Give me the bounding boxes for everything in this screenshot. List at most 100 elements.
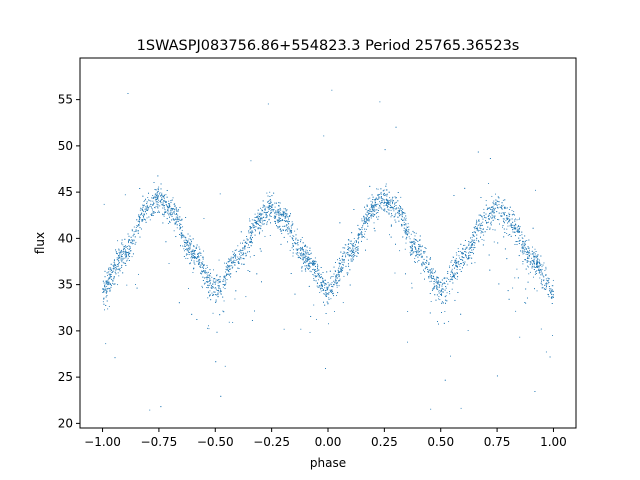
data-point <box>485 217 487 219</box>
data-point <box>416 253 418 255</box>
data-point <box>355 244 356 246</box>
data-point <box>237 245 239 247</box>
data-point <box>209 279 210 281</box>
data-point <box>108 278 110 280</box>
data-point <box>243 252 245 254</box>
data-point <box>320 267 322 268</box>
data-point <box>479 223 481 225</box>
data-point <box>544 269 546 271</box>
data-point <box>233 261 235 263</box>
data-point <box>162 213 164 215</box>
data-point <box>150 206 152 208</box>
data-point <box>116 257 118 259</box>
data-point <box>526 248 528 250</box>
data-point <box>282 219 284 221</box>
data-point <box>138 273 139 275</box>
data-point <box>431 289 433 291</box>
data-point <box>528 255 530 257</box>
data-point <box>491 217 493 219</box>
data-point <box>337 273 339 275</box>
data-point <box>313 261 315 263</box>
data-point <box>186 244 188 246</box>
data-point <box>286 214 288 216</box>
data-point <box>259 213 260 215</box>
data-point <box>516 219 518 221</box>
data-point <box>177 214 179 216</box>
data-point <box>161 197 162 199</box>
data-point <box>264 212 266 213</box>
data-point <box>156 201 158 203</box>
data-point <box>119 253 121 255</box>
data-point <box>207 297 209 299</box>
data-point <box>203 283 205 285</box>
data-point <box>532 246 533 248</box>
data-point <box>347 246 349 248</box>
data-point <box>199 248 201 250</box>
data-point <box>430 301 432 302</box>
data-point <box>529 252 531 254</box>
data-point <box>249 242 251 243</box>
data-point <box>426 260 428 262</box>
data-point <box>522 261 524 262</box>
data-point <box>154 199 156 201</box>
data-point <box>105 304 107 306</box>
data-point <box>365 219 367 221</box>
data-point <box>121 239 123 241</box>
data-point <box>322 281 324 283</box>
data-point <box>322 272 324 273</box>
data-point <box>455 265 457 267</box>
data-point <box>367 225 369 227</box>
data-point <box>265 213 267 215</box>
data-point <box>379 201 381 203</box>
data-point <box>109 278 111 280</box>
data-point <box>469 247 471 249</box>
data-point <box>147 206 148 208</box>
data-point <box>323 293 325 295</box>
data-point <box>367 198 369 200</box>
data-point <box>122 258 124 260</box>
data-point <box>428 277 430 279</box>
data-point <box>550 292 552 294</box>
data-point <box>282 229 284 231</box>
data-point <box>189 262 191 264</box>
data-point <box>161 196 163 198</box>
data-point <box>255 226 257 228</box>
data-point <box>167 212 169 214</box>
data-point <box>208 274 210 276</box>
data-point <box>129 256 131 258</box>
data-point <box>454 274 456 276</box>
data-point <box>391 200 393 202</box>
data-point <box>518 228 520 230</box>
data-point <box>552 296 554 298</box>
data-point <box>351 249 352 251</box>
data-point <box>487 226 489 228</box>
data-point <box>149 200 151 202</box>
data-point <box>208 292 210 294</box>
data-point <box>490 224 492 226</box>
data-point <box>232 257 234 259</box>
data-point <box>387 200 389 202</box>
data-point <box>157 175 159 177</box>
data-point <box>208 284 210 286</box>
data-point <box>406 231 408 233</box>
data-point <box>287 221 289 223</box>
data-point <box>454 272 456 274</box>
data-point <box>156 198 158 200</box>
data-point <box>215 287 217 289</box>
data-point <box>355 250 357 252</box>
data-point <box>324 279 326 281</box>
data-point <box>309 258 310 260</box>
data-point <box>278 217 280 219</box>
data-point <box>472 233 474 235</box>
data-point <box>318 276 320 278</box>
data-point <box>407 226 409 228</box>
data-point <box>394 219 396 221</box>
data-point <box>498 283 500 285</box>
data-point <box>376 198 378 200</box>
data-point <box>155 205 157 207</box>
data-point <box>275 210 277 212</box>
data-point <box>347 272 349 274</box>
data-point <box>291 237 293 239</box>
data-point <box>382 201 384 203</box>
data-point <box>187 242 189 243</box>
